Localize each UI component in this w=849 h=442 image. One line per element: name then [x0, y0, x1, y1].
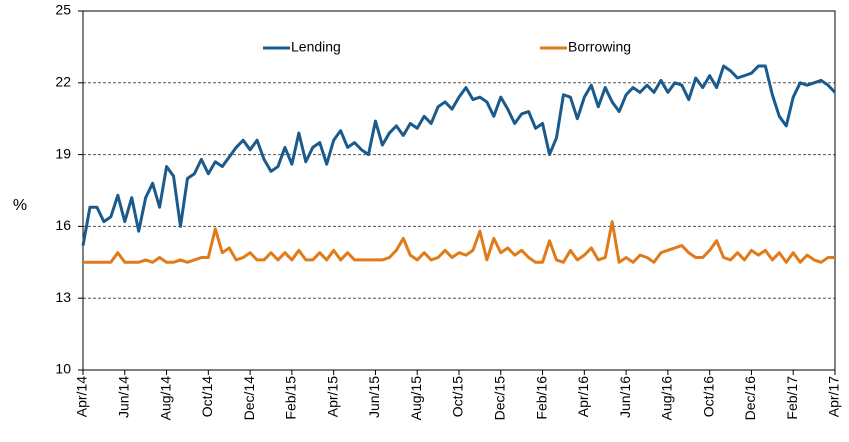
- x-tick-label: Feb/15: [283, 376, 299, 420]
- y-axis-label: %: [13, 197, 27, 214]
- y-tick-label: 10: [55, 361, 71, 377]
- legend-label: Lending: [291, 39, 341, 55]
- line-series: [83, 220, 835, 264]
- legend-label: Borrowing: [568, 39, 631, 55]
- y-tick-label: 13: [55, 289, 71, 305]
- x-tick-label: Jun/16: [617, 376, 633, 418]
- y-tick-label: 25: [55, 2, 71, 18]
- x-tick-label: Aug/14: [157, 376, 173, 421]
- x-tick-label: Aug/16: [659, 376, 675, 421]
- y-tick-label: 19: [55, 145, 71, 161]
- x-tick-label: Feb/17: [784, 376, 800, 420]
- x-tick-label: Aug/15: [408, 376, 424, 421]
- y-tick-label: 22: [55, 74, 71, 90]
- plot-frame: [82, 10, 836, 371]
- x-tick-label: Apr/15: [324, 376, 340, 417]
- x-tick-label: Jun/14: [115, 376, 131, 418]
- x-tick-label: Apr/16: [575, 376, 591, 417]
- x-tick-label: Jun/15: [366, 376, 382, 418]
- x-tick-label: Oct/16: [700, 376, 716, 417]
- line-series: [81, 64, 837, 246]
- x-tick-label: Apr/14: [74, 376, 90, 417]
- x-tick-label: Dec/14: [241, 376, 257, 421]
- x-tick-label: Feb/16: [533, 376, 549, 420]
- x-tick-label: Oct/15: [450, 376, 466, 417]
- x-tick-label: Apr/17: [826, 376, 842, 417]
- y-tick-label: 16: [55, 217, 71, 233]
- x-tick-label: Dec/16: [742, 376, 758, 421]
- x-tick-label: Oct/14: [199, 376, 215, 417]
- x-tick-label: Dec/15: [491, 376, 507, 421]
